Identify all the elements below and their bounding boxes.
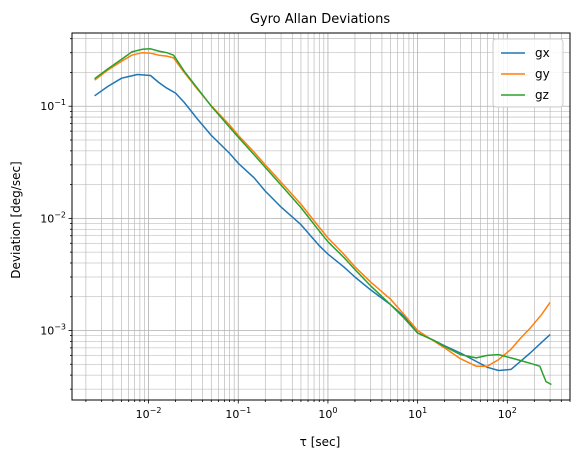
series-lines: [94, 48, 552, 386]
x-tick-label: 10−2: [136, 406, 162, 421]
axis-ticks: 10−2 10−1 100 101 102 10−3 10−2 10−1: [40, 38, 571, 421]
legend-label-gy: gy: [535, 67, 550, 81]
y-tick-label: 10−1: [40, 98, 66, 113]
y-tick-label: 10−2: [40, 210, 66, 225]
y-tick-label: 10−3: [40, 323, 66, 338]
x-tick-label: 102: [498, 406, 517, 421]
legend-label-gx: gx: [535, 46, 550, 60]
x-tick-label: 10−1: [225, 406, 251, 421]
x-axis-label: τ [sec]: [300, 435, 341, 449]
legend-label-gz: gz: [535, 88, 549, 102]
x-tick-label: 100: [318, 406, 337, 421]
y-axis-label: Deviation [deg/sec]: [9, 161, 23, 278]
legend-box: [492, 38, 564, 108]
chart-title: Gyro Allan Deviations: [250, 12, 391, 27]
series-line-gz: [94, 48, 552, 386]
plot-frame: [71, 32, 571, 401]
legend: gx gy gz: [492, 38, 564, 108]
series-line-gx: [94, 73, 551, 372]
series-line-gy: [94, 51, 551, 367]
x-tick-label: 101: [408, 406, 427, 421]
